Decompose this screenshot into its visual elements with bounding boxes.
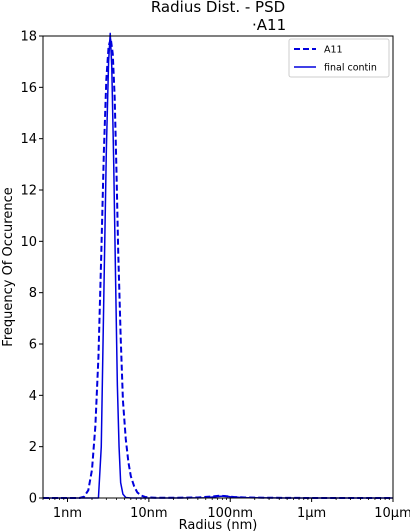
series-line-2 <box>43 32 393 499</box>
series-line-1 <box>43 37 393 499</box>
x-tick-label: 10µm <box>374 506 410 521</box>
x-tick-label: 10nm <box>130 506 167 521</box>
legend-label: A11 <box>324 45 343 56</box>
x-axis-label: Radius (nm) <box>179 518 258 532</box>
chart-title: Radius Dist. - PSD·A11 <box>151 0 286 34</box>
y-tick-label: 10 <box>20 235 37 250</box>
y-tick-label: 4 <box>29 389 37 404</box>
legend: A11 final contin <box>288 38 390 78</box>
y-tick-label: 12 <box>20 184 37 199</box>
series-lines <box>43 32 393 499</box>
y-tick-label: 18 <box>20 30 37 45</box>
y-tick-label: 16 <box>20 81 37 96</box>
y-axis-ticks: 0 2 4 6 8 10 12 14 16 18 <box>20 30 43 507</box>
title-line-1: Radius Dist. - PSD <box>151 0 285 16</box>
y-tick-label: 8 <box>29 286 37 301</box>
x-tick-label: 1nm <box>53 506 82 521</box>
title-line-2: ·A11 <box>252 16 286 34</box>
x-tick-label: 1µm <box>297 506 326 521</box>
y-axis-label: Frequency Of Occurence <box>1 187 16 346</box>
legend-label: final contin <box>324 63 377 74</box>
y-tick-label: 6 <box>29 338 37 353</box>
x-axis-ticks: 1nm 10nm 100nm 1µm 10µm <box>42 498 410 521</box>
y-tick-label: 14 <box>20 132 37 147</box>
y-tick-label: 0 <box>29 492 37 507</box>
y-tick-label: 2 <box>29 440 37 455</box>
x-tick-label: 100nm <box>207 506 253 521</box>
